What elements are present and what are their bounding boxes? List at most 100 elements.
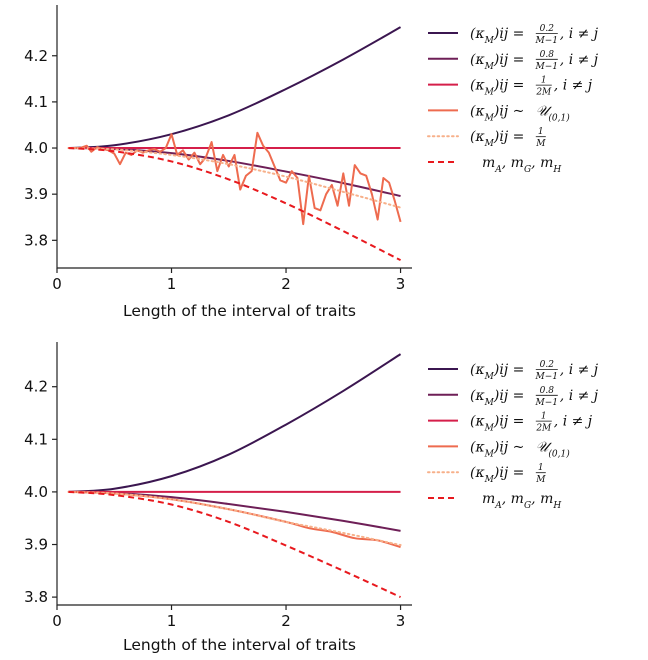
legend-subscript: M [484, 36, 495, 46]
x-tick-label: 2 [281, 612, 291, 630]
legend-text-part: (κ [470, 465, 485, 481]
legend-1: (κM)ij = 0.2M−1, i ≠ j(κM)ij = 0.8M−1, i… [427, 24, 599, 175]
y-tick-label: 4.0 [24, 483, 48, 501]
legend-text-part: (κ [470, 388, 485, 404]
legend-text-part: (κ [470, 439, 485, 455]
x-tick-label: 0 [52, 612, 62, 630]
y-tick-label: 3.9 [24, 536, 48, 554]
legend-2: (κM)ij = 0.2M−1, i ≠ j(κM)ij = 0.8M−1, i… [427, 360, 599, 511]
legend-frac-num: 0.8 [540, 50, 555, 60]
legend-text-part: )ij ~ [493, 103, 524, 119]
legend-label: mA, mG, mH [482, 491, 561, 511]
legend-text-part: (κ [470, 414, 485, 430]
legend-subscript: H [552, 501, 561, 511]
legend-text-part: m [482, 491, 495, 507]
legend-text-part: , i ≠ j [554, 78, 593, 94]
x-tick-label: 2 [281, 275, 291, 293]
legend-subscript: M [484, 62, 495, 72]
legend-tail: 𝒰(0,1) [536, 439, 570, 459]
legend-text-part: (κ [470, 78, 485, 94]
legend-text-part: )ij = [493, 52, 524, 68]
series-line-1 [68, 353, 402, 493]
legend-subscript: G [524, 501, 531, 511]
legend-frac-num: 1 [538, 463, 544, 473]
legend-subscript: M [484, 398, 495, 408]
y-tick-label: 4.1 [24, 430, 48, 448]
legend-text-part: (κ [470, 129, 485, 145]
legend-tail: , i ≠ j [554, 78, 593, 94]
y-tick-label: 3.8 [24, 231, 48, 249]
legend-text-part: , i ≠ j [560, 388, 599, 404]
legend-frac-num: 1 [541, 412, 547, 422]
legend-text-part: )ij = [493, 388, 524, 404]
legend-subscript: (0,1) [548, 112, 570, 123]
y-tick-label: 4.2 [24, 47, 48, 65]
x-axis-label: Length of the interval of traits [123, 636, 356, 654]
y-tick-label: 4.2 [24, 378, 48, 396]
legend-text-part: , m [502, 155, 524, 171]
legend-label: (κM)ij = [470, 414, 524, 434]
legend-tail: , i ≠ j [560, 388, 599, 404]
legend-frac-den: 2M [535, 88, 552, 98]
series-line-4 [68, 131, 402, 226]
legend-text-part: )ij = [493, 414, 524, 430]
legend-subscript: M [484, 424, 495, 434]
legend-text-part: (κ [470, 103, 485, 119]
x-tick-label: 0 [52, 275, 62, 293]
y-tick-label: 4.0 [24, 139, 48, 157]
series-line-4 [68, 490, 401, 549]
legend-subscript: M [484, 475, 495, 485]
legend-text-part: (κ [470, 362, 485, 378]
legend-text-part: , i ≠ j [554, 414, 593, 430]
chart-panel-1: 3.8 3.9 4.0 4.1 4.2 0 1 2 3 Length of the interva… [24, 5, 412, 320]
legend-text-part: )ij = [493, 129, 524, 145]
legend-frac-num: 0.8 [540, 386, 555, 396]
legend-frac-den: M [535, 139, 546, 149]
legend-subscript: H [552, 165, 561, 175]
legend-tail: , i ≠ j [560, 52, 599, 68]
legend-frac-den: M [535, 475, 546, 485]
legend-text-part: , m [531, 155, 553, 171]
series-line-1 [68, 26, 402, 150]
legend-label: (κM)ij = [470, 362, 524, 382]
legend-label: (κM)ij = [470, 78, 524, 98]
x-tick-label: 3 [396, 275, 406, 293]
legend-label: (κM)ij = [470, 465, 524, 485]
legend-frac-den: M−1 [535, 36, 558, 46]
y-tick-label: 3.8 [24, 588, 48, 606]
legend-label: (κM)ij ~ [470, 439, 524, 459]
legend-frac-den: M−1 [535, 62, 558, 72]
legend-text-part: , m [531, 491, 553, 507]
legend-label: (κM)ij ~ [470, 103, 524, 123]
chart-panel-2: 3.8 3.9 4.0 4.1 4.2 0 1 2 3 Length of the interva… [24, 342, 412, 654]
legend-label: (κM)ij = [470, 388, 524, 408]
legend-text-part: , i ≠ j [560, 362, 599, 378]
legend-text-part: (κ [470, 52, 485, 68]
series-line-6 [68, 147, 402, 262]
legend-frac-den: M−1 [535, 372, 558, 382]
legend-subscript: G [524, 165, 531, 175]
x-tick-label: 1 [167, 612, 177, 630]
legend-subscript: M [484, 88, 495, 98]
legend-text-part: m [482, 155, 495, 171]
y-tick-label: 4.1 [24, 93, 48, 111]
legend-tail: 𝒰(0,1) [536, 103, 570, 123]
legend-label: (κM)ij = [470, 26, 524, 46]
legend-label: (κM)ij = [470, 52, 524, 72]
series-line-5 [67, 147, 402, 209]
x-tick-label: 3 [396, 612, 406, 630]
legend-tail: , i ≠ j [554, 414, 593, 430]
legend-text-part: , m [502, 491, 524, 507]
y-tick-label: 3.9 [24, 185, 48, 203]
legend-label: (κM)ij = [470, 129, 524, 149]
series-line-5 [67, 490, 402, 547]
legend-frac-den: 2M [535, 424, 552, 434]
legend-frac-num: 0.2 [540, 360, 555, 370]
legend-tail: , i ≠ j [560, 26, 599, 42]
legend-text-part: )ij = [493, 465, 524, 481]
legend-text-part: )ij = [493, 26, 524, 42]
legend-text-part: )ij ~ [493, 439, 524, 455]
legend-frac-num: 1 [538, 127, 544, 137]
legend-frac-num: 1 [541, 76, 547, 86]
